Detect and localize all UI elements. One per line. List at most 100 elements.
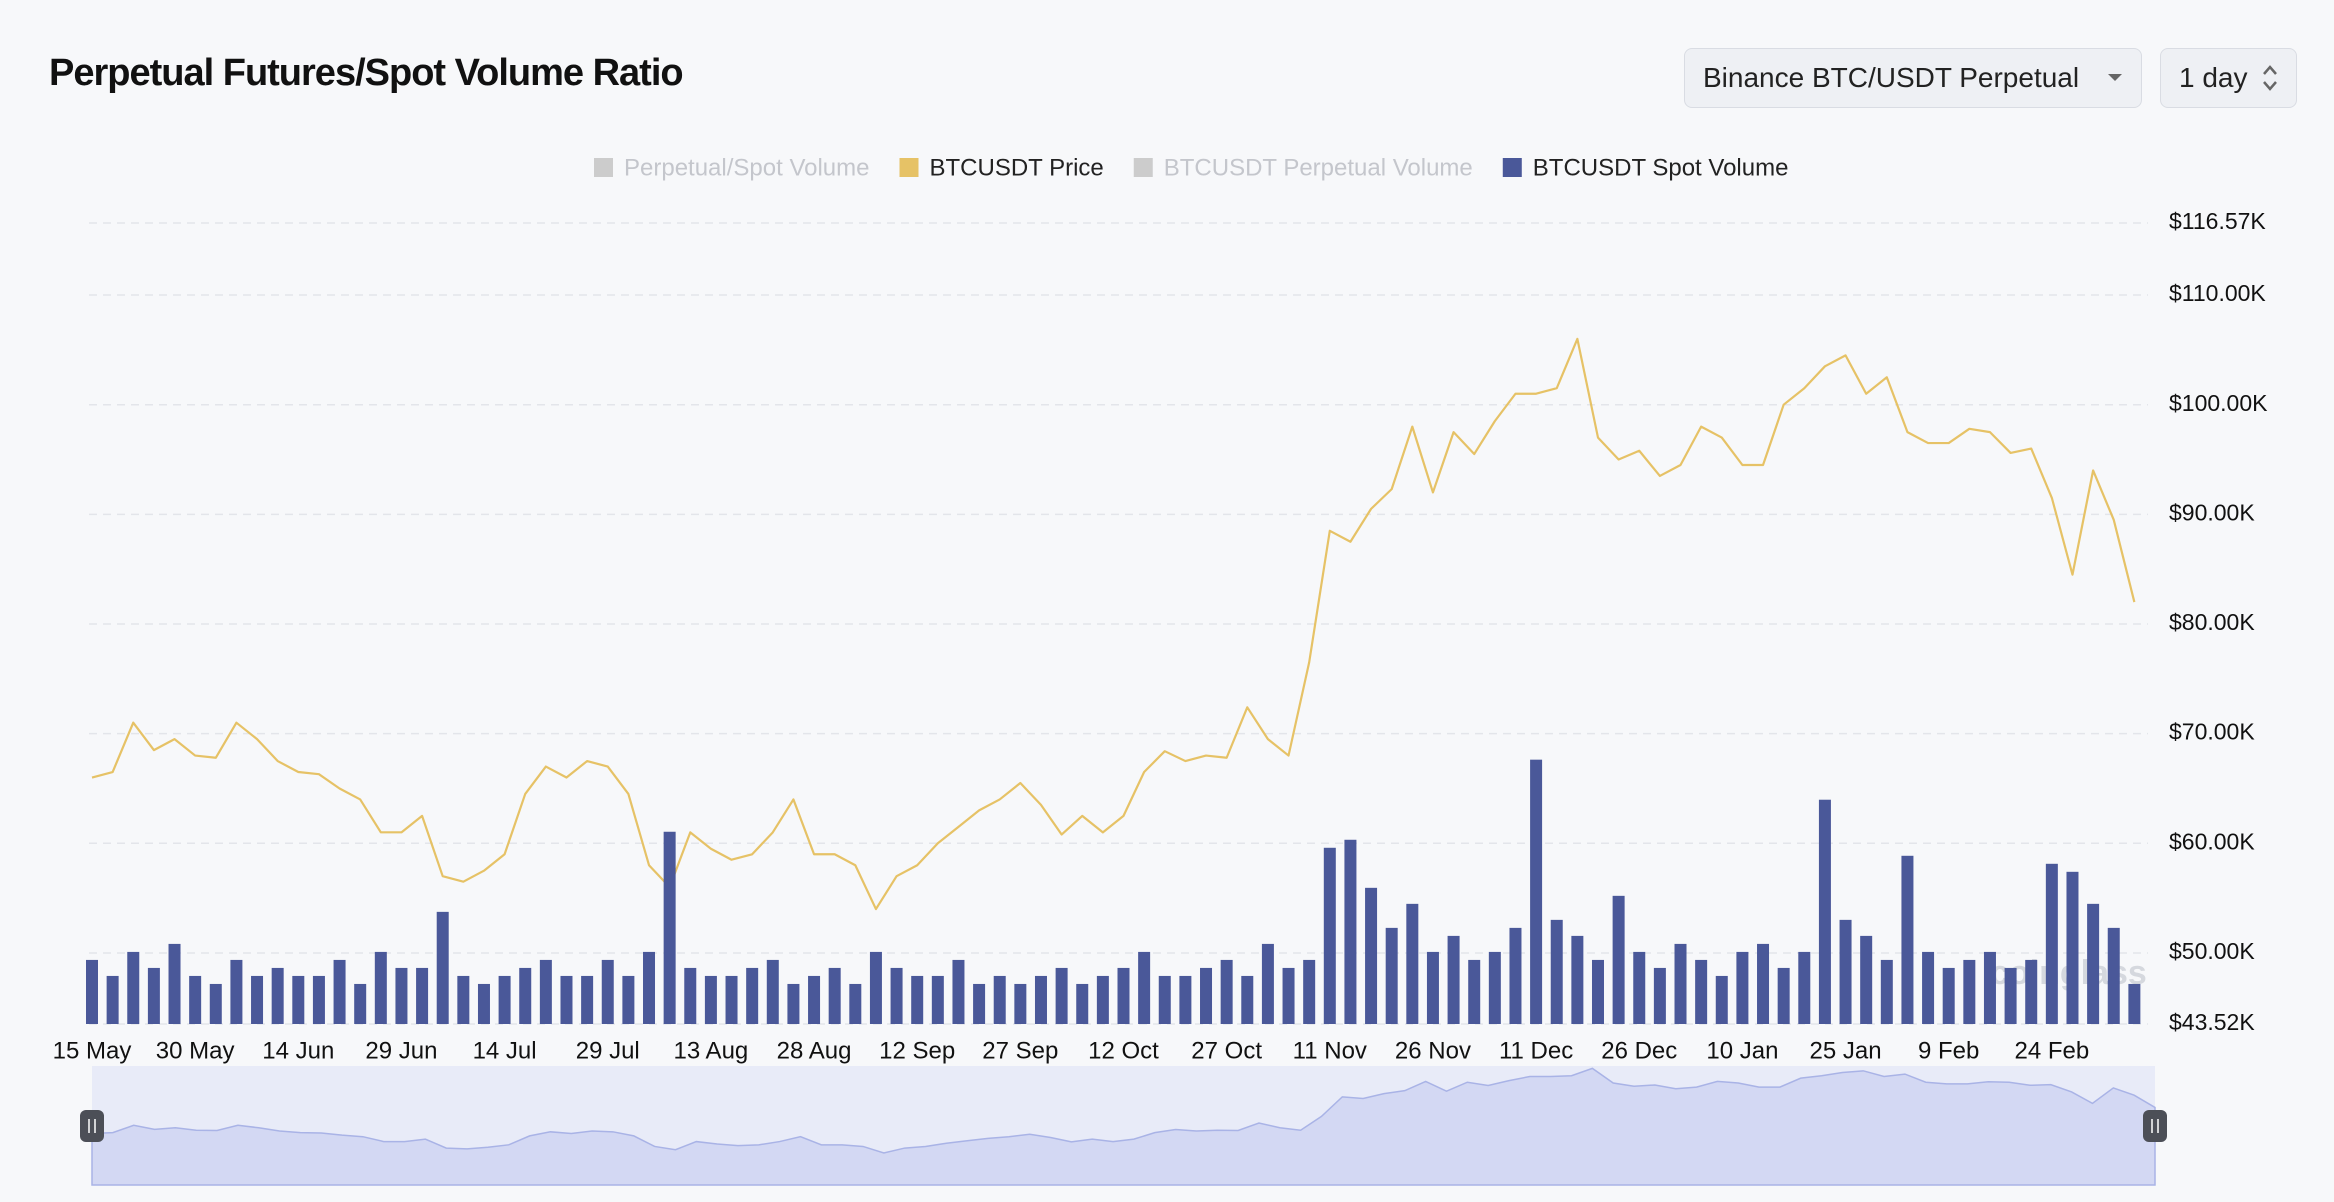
volume-bar	[1426, 951, 1439, 1024]
volume-bar	[1757, 943, 1770, 1024]
y-tick-label: $110.00K	[2169, 280, 2266, 306]
volume-bar	[1241, 975, 1254, 1024]
volume-bar	[1901, 855, 1914, 1024]
volume-bar	[333, 959, 346, 1024]
volume-bar	[1860, 935, 1873, 1024]
volume-bar	[973, 983, 986, 1024]
volume-bar	[931, 975, 944, 1024]
volume-bar	[1261, 943, 1274, 1024]
volume-bar	[436, 911, 449, 1024]
interval-select[interactable]: 1 day	[2160, 48, 2297, 108]
volume-bar	[643, 951, 656, 1024]
y-tick-label: $116.57K	[2169, 208, 2266, 234]
page-title: Perpetual Futures/Spot Volume Ratio	[49, 52, 684, 94]
volume-bar	[560, 975, 573, 1024]
volume-bar	[539, 959, 552, 1024]
volume-bar	[1715, 975, 1728, 1024]
volume-bar	[1695, 959, 1708, 1024]
x-tick-label: 11 Dec	[1499, 1037, 1573, 1064]
legend-item[interactable]: BTCUSDT Perpetual Volume	[1133, 154, 1473, 181]
legend-label: BTCUSDT Price	[930, 154, 1104, 181]
volume-bar	[1282, 967, 1295, 1024]
volume-bar	[1798, 951, 1811, 1024]
volume-bar	[230, 959, 243, 1024]
volume-bar	[869, 951, 882, 1024]
navigator-handle[interactable]	[2143, 1110, 2167, 1142]
exchange-select-value: Binance BTC/USDT Perpetual	[1703, 62, 2080, 93]
volume-bar	[1571, 935, 1584, 1024]
volume-bar	[1983, 951, 1996, 1024]
volume-bar	[1818, 799, 1831, 1024]
volume-bar	[1365, 887, 1378, 1024]
volume-bar	[1653, 967, 1666, 1024]
volume-bar	[457, 975, 470, 1024]
handle-lines	[2151, 1119, 2159, 1133]
volume-bar	[1447, 935, 1460, 1024]
legend-swatch	[1502, 158, 1522, 177]
volume-bar	[209, 983, 222, 1024]
x-tick-label: 30 May	[156, 1037, 235, 1064]
y-tick-label: $60.00K	[2169, 828, 2255, 854]
volume-bar	[271, 967, 284, 1024]
volume-bar	[1138, 951, 1151, 1024]
legend-item[interactable]: BTCUSDT Price	[899, 154, 1104, 181]
volume-bar	[890, 967, 903, 1024]
x-tick-label: 25 Jan	[1810, 1037, 1882, 1064]
legend-label: Perpetual/Spot Volume	[624, 154, 870, 181]
x-tick-label: 27 Oct	[1191, 1037, 1262, 1064]
volume-bar	[993, 975, 1006, 1024]
volume-bar	[1839, 919, 1852, 1024]
volume-bar	[1385, 927, 1398, 1024]
volume-bar	[1344, 839, 1357, 1024]
interval-select-value: 1 day	[2179, 62, 2248, 93]
volume-bar	[2087, 903, 2100, 1024]
volume-bar	[1880, 959, 1893, 1024]
volume-bar	[1591, 959, 1604, 1024]
volume-bar	[498, 975, 511, 1024]
volume-bar	[1530, 759, 1543, 1024]
volume-bar	[477, 983, 490, 1024]
volume-bar	[2004, 967, 2017, 1024]
legend-label: BTCUSDT Spot Volume	[1533, 154, 1789, 181]
volume-bar	[1468, 959, 1481, 1024]
y-tick-label: $100.00K	[2169, 390, 2268, 416]
exchange-select[interactable]: Binance BTC/USDT Perpetual	[1684, 48, 2142, 108]
volume-bar	[952, 959, 965, 1024]
y-tick-label: $90.00K	[2169, 499, 2255, 525]
volume-bar	[251, 975, 264, 1024]
volume-bar	[2107, 927, 2120, 1024]
x-tick-label: 10 Jan	[1706, 1037, 1778, 1064]
volume-bar	[1922, 951, 1935, 1024]
volume-bar	[581, 975, 594, 1024]
volume-bar	[292, 975, 305, 1024]
handle-grip	[80, 1110, 104, 1142]
x-tick-label: 9 Feb	[1918, 1037, 1979, 1064]
x-tick-label: 15 May	[53, 1037, 132, 1064]
legend-swatch	[1133, 158, 1153, 177]
volume-bar	[1158, 975, 1171, 1024]
handle-grip	[2143, 1110, 2167, 1142]
navigator-handle[interactable]	[80, 1110, 104, 1142]
volume-bar	[849, 983, 862, 1024]
volume-bar	[1323, 847, 1336, 1024]
volume-bar	[1034, 975, 1047, 1024]
y-tick-label: $80.00K	[2169, 609, 2255, 635]
x-tick-label: 29 Jun	[365, 1037, 437, 1064]
volume-bar	[519, 967, 532, 1024]
volume-bar	[1777, 967, 1790, 1024]
volume-bar	[704, 975, 717, 1024]
volume-bar	[1303, 959, 1316, 1024]
volume-bar	[911, 975, 924, 1024]
legend-item[interactable]: Perpetual/Spot Volume	[594, 154, 870, 181]
volume-bar	[374, 951, 387, 1024]
volume-bar	[1179, 975, 1192, 1024]
volume-bar	[1509, 927, 1522, 1024]
y-tick-label: $43.52K	[2169, 1009, 2255, 1035]
volume-bar	[1406, 903, 1419, 1024]
x-tick-label: 14 Jul	[473, 1037, 537, 1064]
legend-item[interactable]: BTCUSDT Spot Volume	[1502, 154, 1789, 181]
volume-bar	[1076, 983, 1089, 1024]
volume-bar	[1674, 943, 1687, 1024]
x-tick-label: 29 Jul	[576, 1037, 640, 1064]
volume-bar	[168, 943, 181, 1024]
